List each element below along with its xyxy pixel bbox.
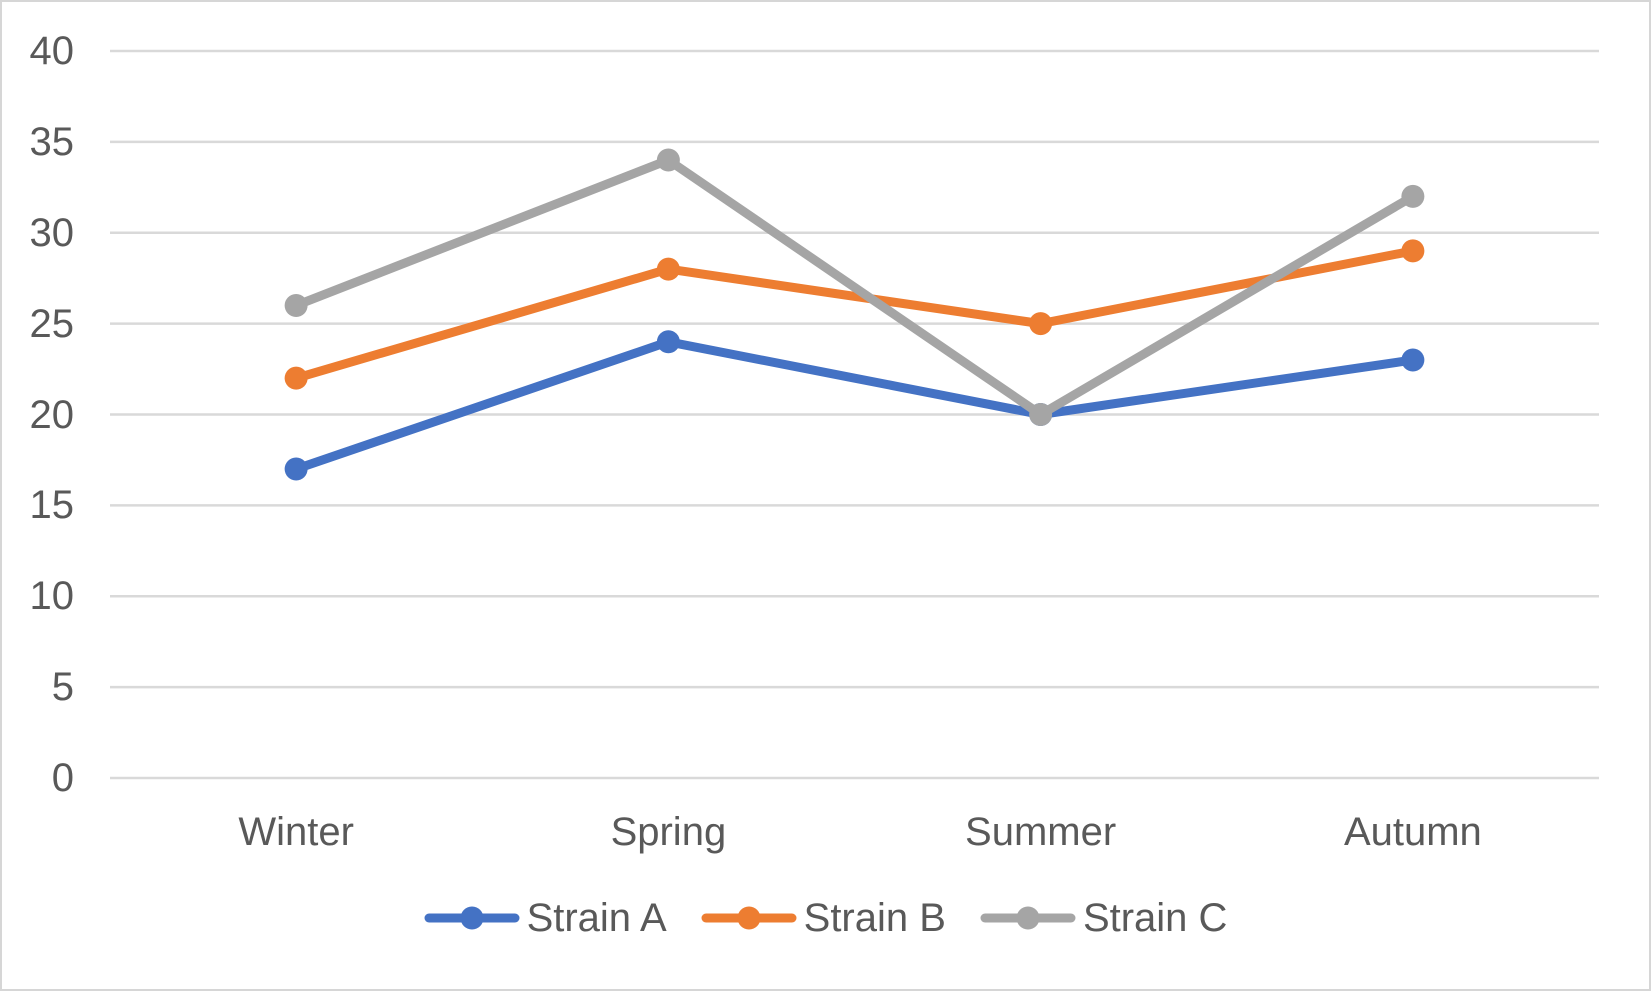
legend-marker-icon-strain-a <box>424 906 520 930</box>
legend-label-strain-b: Strain B <box>803 896 946 940</box>
data-point-marker-strain-c <box>656 148 680 172</box>
y-tick-label: 15 <box>29 483 75 528</box>
data-point-marker-strain-c <box>284 293 308 317</box>
y-tick-label: 35 <box>29 119 75 164</box>
series-line-strain-b <box>291 246 1418 383</box>
data-point-marker-strain-a <box>1401 348 1425 372</box>
data-point-marker-strain-a <box>656 330 680 354</box>
data-point-marker-strain-a <box>284 457 308 481</box>
legend-marker-icon-strain-c <box>980 906 1076 930</box>
legend-label-strain-c: Strain C <box>1082 896 1228 940</box>
y-tick-label: 5 <box>51 665 74 710</box>
series-line-strain-a <box>291 337 1418 474</box>
legend-item-strain-a: Strain A <box>424 894 667 942</box>
x-axis-label-winter: Winter <box>238 810 354 854</box>
legend-marker-icon-strain-b <box>701 906 797 930</box>
x-axis-label-spring: Spring <box>610 810 727 854</box>
data-point-marker-strain-c <box>1029 403 1053 426</box>
y-tick-label: 30 <box>29 210 75 255</box>
y-tick-label: 25 <box>29 301 75 346</box>
data-point-marker-strain-b <box>656 257 680 281</box>
y-tick-label: 10 <box>29 574 75 619</box>
legend-item-strain-c: Strain C <box>980 894 1228 942</box>
legend: Strain A Strain B Strain C <box>2 894 1649 942</box>
x-axis-label-autumn: Autumn <box>1343 810 1482 854</box>
data-point-marker-strain-b <box>1401 239 1425 263</box>
y-tick-label: 0 <box>51 756 74 800</box>
data-point-marker-strain-c <box>1401 184 1425 208</box>
x-axis-label-summer: Summer <box>965 810 1117 854</box>
data-point-marker-strain-b <box>1029 312 1053 336</box>
legend-item-strain-b: Strain B <box>701 894 946 942</box>
y-tick-label: 20 <box>29 392 75 437</box>
legend-label-strain-a: Strain A <box>526 896 667 940</box>
data-point-marker-strain-b <box>284 366 308 390</box>
y-tick-label: 40 <box>29 29 75 73</box>
series-line-strain-c <box>291 155 1418 419</box>
